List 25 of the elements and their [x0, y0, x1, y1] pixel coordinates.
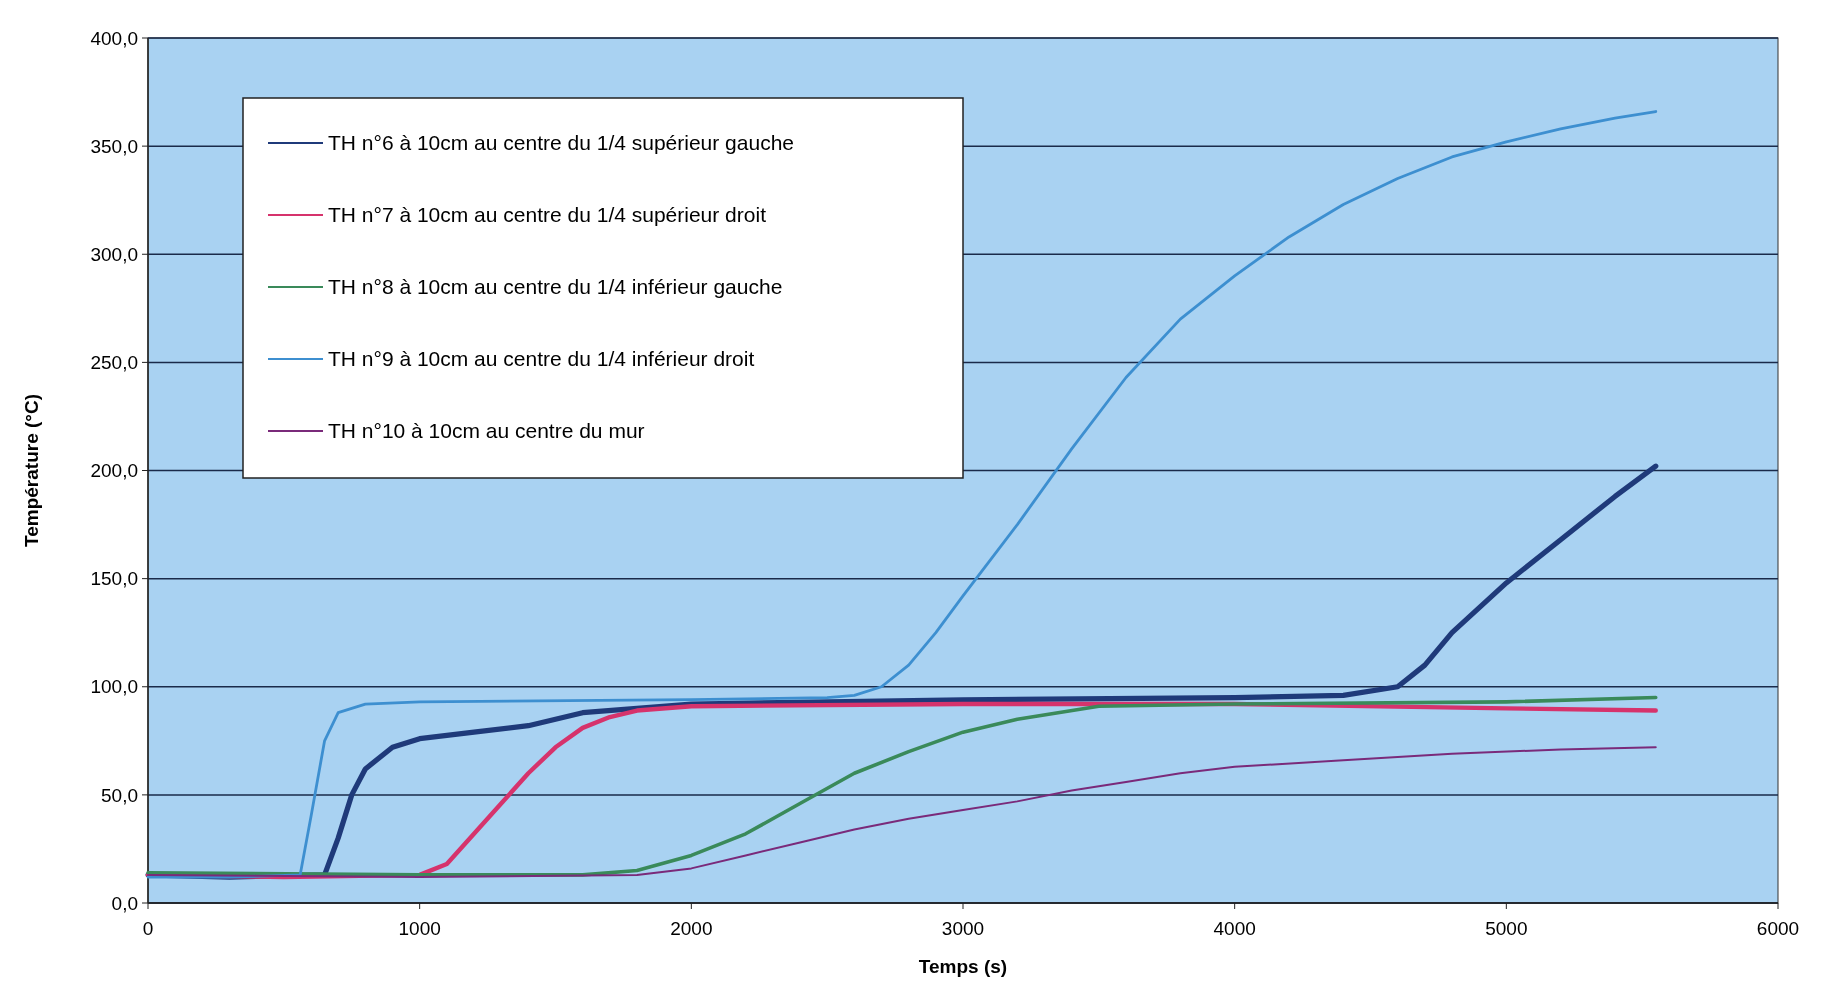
x-tick-label: 3000 [941, 918, 985, 939]
x-tick-label: 5000 [1485, 918, 1528, 939]
legend-label: TH n°6 à 10cm au centre du 1/4 supérieur gauche [328, 131, 795, 155]
legend-label: TH n°8 à 10cm au centre du 1/4 inférieur gauche [328, 275, 783, 299]
x-tick-label: 4000 [1213, 918, 1256, 939]
x-tick-label: 6000 [1756, 918, 1800, 939]
y-axis-title: Température (°C) [21, 394, 42, 547]
y-tick-label: 150,0 [90, 568, 138, 590]
x-tick-label: 0 [142, 918, 154, 939]
line-series [146, 110, 1658, 879]
x-tick-label: 1000 [398, 918, 441, 939]
legend-label: TH n°9 à 10cm au centre du 1/4 inférieur droit [328, 347, 755, 371]
x-tick-label: 2000 [670, 918, 713, 939]
y-tick-label: 200,0 [90, 460, 138, 482]
legend-label: TH n°7 à 10cm au centre du 1/4 supérieur droit [328, 203, 767, 227]
y-tick-label: 0,0 [111, 892, 138, 914]
y-tick-label: 350,0 [90, 135, 138, 157]
legend-label: TH n°10 à 10cm au centre du mur [328, 419, 645, 443]
y-tick-label: 300,0 [90, 243, 138, 265]
line-series [147, 746, 1657, 879]
y-tick-label: 50,0 [101, 784, 138, 806]
y-tick-label: 100,0 [90, 676, 138, 698]
x-axis-title: Temps (s) [918, 956, 1008, 977]
y-tick-label: 250,0 [90, 352, 138, 374]
y-tick-label: 400,0 [90, 27, 138, 49]
